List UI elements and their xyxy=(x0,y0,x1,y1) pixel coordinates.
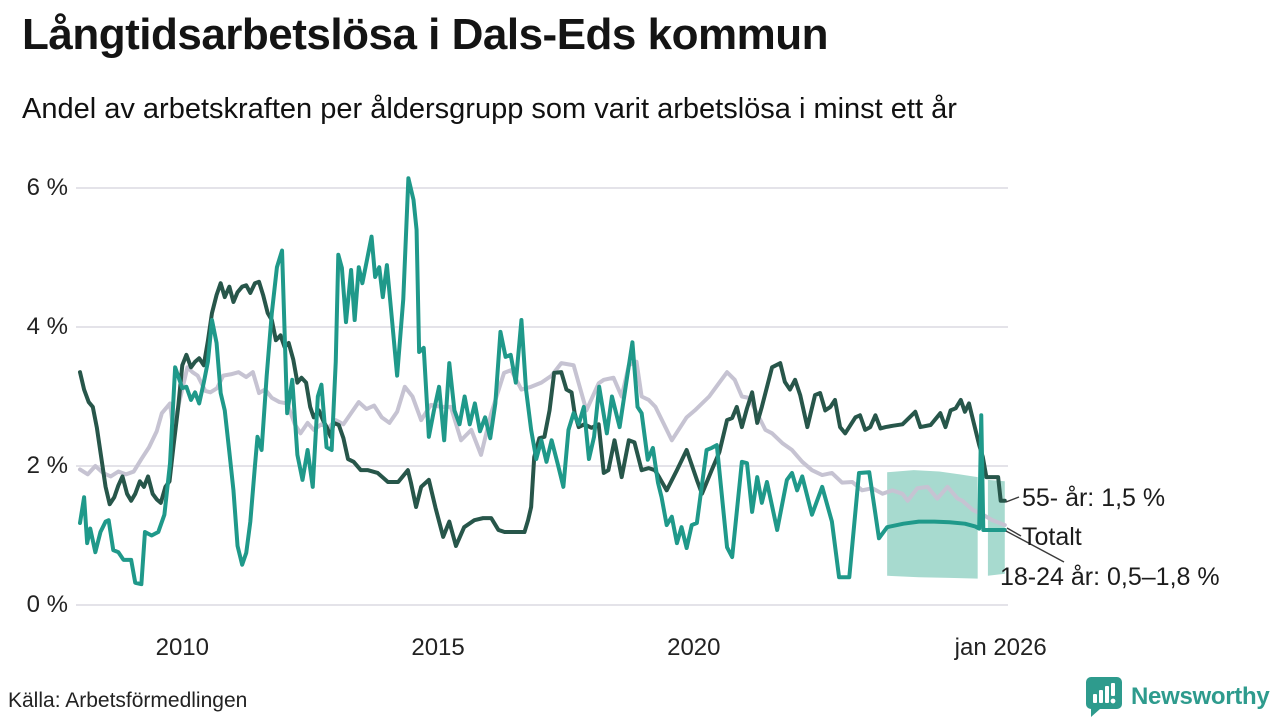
y-tick-label-4: 4 % xyxy=(26,313,68,340)
x-tick-label-2010: 2010 xyxy=(155,634,209,661)
page-title: Långtidsarbetslösa i Dals-Eds kommun xyxy=(22,10,828,59)
series-totalt-line xyxy=(78,359,1007,528)
newsworthy-wordmark: Newsworthy xyxy=(1131,683,1270,710)
series-18-24-line xyxy=(78,176,1007,587)
x-tick-label-2015: 2015 xyxy=(411,634,465,661)
x-tick-label-2020: 2020 xyxy=(667,634,721,661)
source-note: Källa: Arbetsförmedlingen xyxy=(8,689,248,712)
label-55: 55- år: 1,5 % xyxy=(1022,484,1166,512)
label-totalt-connector xyxy=(1006,527,1022,537)
series-55-line xyxy=(78,279,1007,548)
page-subtitle: Andel av arbetskraften per åldersgrupp s… xyxy=(22,93,957,125)
y-tick-label-0: 0 % xyxy=(26,591,68,618)
label-1824-connector xyxy=(1005,530,1065,563)
label-totalt: Totalt xyxy=(1022,523,1082,551)
y-tick-label-2: 2 % xyxy=(26,452,68,479)
x-tick-label-2026: jan 2026 xyxy=(954,634,1047,661)
label-55-connector xyxy=(1005,496,1020,503)
label-1824: 18-24 år: 0,5–1,8 % xyxy=(1000,563,1220,591)
newsworthy-chart-bubble-icon xyxy=(1086,677,1122,717)
y-tick-label-6: 6 % xyxy=(26,174,68,201)
newsworthy-logo[interactable]: Newsworthy xyxy=(1085,676,1270,718)
forecast-band-segment-2 xyxy=(987,479,1005,576)
